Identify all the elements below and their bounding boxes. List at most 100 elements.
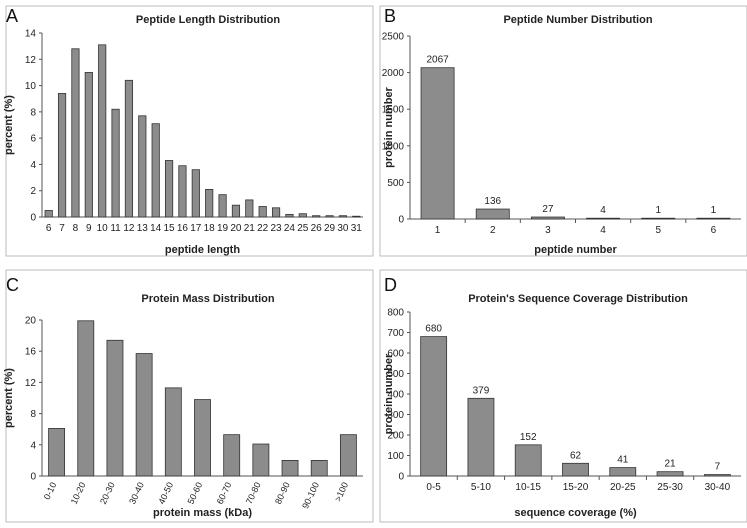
x-tick-label: 19 [217,223,229,234]
y-tick-label: 0 [30,213,36,224]
y-tick-label: 400 [387,390,404,401]
x-tick-label: 15 [164,223,176,234]
bar-15-20 [562,462,589,477]
x-tick-label: 40-50 [156,481,175,506]
bar-4 [586,217,621,220]
y-tick-label: 4 [30,160,36,171]
bar-0-5 [420,336,448,477]
x-tick-label: 6 [46,223,52,234]
chart-title: Protein Mass Distribution [141,293,275,305]
x-tick-label: 7 [59,223,65,234]
x-tick-label: 20 [230,223,242,234]
x-tick-label: 9 [86,223,92,234]
x-tick-label: 4 [600,225,606,236]
x-tick-label: 10 [97,223,109,234]
x-tick-label: 11 [110,223,121,234]
x-axis-label: peptide number [534,244,617,256]
bar-8 [71,48,80,218]
bar-7 [57,93,67,218]
y-tick-label: 8 [30,107,36,118]
x-tick-label: 18 [204,223,216,234]
x-tick-label: 10-20 [69,481,88,506]
x-axis-label: protein mass (kDa) [153,507,252,519]
x-tick-label: 21 [244,223,256,234]
y-tick-label: 1000 [382,141,405,152]
x-tick-label: 23 [271,223,283,234]
chart-title: Protein's Sequence Coverage Distribution [468,293,688,305]
y-tick-label: 20 [25,316,37,327]
bar-30-40 [135,353,153,477]
data-label: 2067 [426,55,449,66]
bar-16 [178,165,187,218]
bar-21 [245,199,254,218]
y-tick-label: 100 [387,451,404,462]
x-tick-label: 20-25 [610,482,636,493]
y-tick-label: 16 [25,347,37,358]
data-label: 21 [665,459,677,470]
bar-11 [111,108,120,218]
y-axis-label: protein number [383,353,395,434]
x-tick-label: 24 [284,223,296,234]
bar-5-10 [467,397,495,477]
data-label: 4 [600,205,606,216]
panel-letter: C [6,275,19,295]
x-axis-label: peptide length [165,244,240,256]
y-tick-label: 10 [25,81,37,92]
x-tick-label: >100 [333,481,351,504]
bar-30 [338,215,348,218]
bar-80-90 [281,459,299,477]
bar-25 [298,213,307,218]
bar-17 [191,169,200,218]
y-tick-label: 8 [30,409,36,420]
bar-6 [696,217,731,220]
y-tick-label: 700 [387,328,404,339]
data-label: 62 [570,450,582,461]
bar-50-60 [194,399,211,477]
x-tick-label: 20-30 [98,481,117,506]
panel-frame [5,5,374,257]
bar-3 [530,216,565,220]
panel-letter: A [6,6,18,26]
bar-0-10 [48,428,66,477]
y-axis-label: percent (%) [3,95,15,155]
y-tick-label: 2500 [382,32,405,43]
y-tick-label: 500 [387,178,404,189]
y-tick-label: 2 [30,186,36,197]
x-tick-label: 12 [123,223,135,234]
y-tick-label: 0 [398,472,404,483]
x-tick-label: 60-70 [215,481,234,506]
panel-letter: D [384,275,397,295]
bar-6 [44,210,53,218]
bar-29 [325,215,334,218]
bar-2 [475,208,510,220]
y-tick-label: 800 [387,308,404,319]
x-tick-label: 30 [337,223,349,234]
panel-letter: B [384,6,396,26]
data-label: 680 [425,324,442,335]
x-tick-label: 5-10 [471,482,491,493]
bar-22 [258,206,267,218]
data-label: 1 [711,205,717,216]
bar-1 [420,67,455,220]
data-label: 152 [520,432,537,443]
chart-panel-b: B Peptide Number Distribution 0 500 1000 1500… [379,5,747,257]
data-label: 136 [484,196,501,207]
data-label: 41 [617,455,629,466]
x-tick-label: 13 [137,223,149,234]
x-tick-label: 0-10 [42,481,59,502]
y-tick-label: 500 [387,369,404,380]
x-tick-label: 10-15 [515,482,541,493]
y-tick-label: 6 [30,134,36,145]
bar-15 [164,160,174,218]
bar-10-20 [77,320,95,477]
x-tick-label: 16 [177,223,189,234]
bar-10-15 [514,444,542,477]
panel-frame [379,5,747,257]
bar->100 [339,434,357,477]
bar-23 [271,207,281,218]
bar-40-50 [164,387,182,477]
bar-20-30 [106,339,124,477]
bar-24 [285,213,294,218]
x-tick-label: 17 [190,223,202,234]
